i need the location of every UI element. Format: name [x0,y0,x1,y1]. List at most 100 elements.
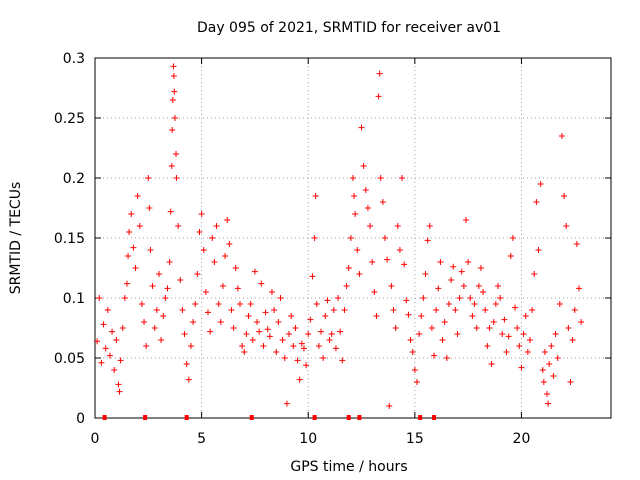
data-point [113,337,120,343]
data-point [171,115,178,121]
data-point [123,280,130,287]
data-point [187,343,194,349]
data-point [497,295,504,301]
data-point [303,362,310,369]
data-point [286,331,293,337]
data-point [567,379,574,385]
data-point [275,319,282,325]
data-point [134,193,141,199]
data-point [375,93,382,100]
data-point [516,343,523,349]
data-point [170,73,177,79]
zero-marker [312,415,317,420]
data-point [106,352,113,359]
data-point [171,88,178,95]
data-point [243,331,250,337]
data-point [169,97,176,103]
data-point [350,175,356,181]
data-point [100,321,107,328]
data-point [300,345,307,352]
x-tick-label: 5 [197,431,206,447]
data-point [322,313,329,319]
x-axis-ticks: 0 5 10 15 20 [91,58,531,447]
data-point [401,261,408,268]
data-point [234,285,241,292]
data-point [503,349,510,355]
data-point [379,199,386,205]
data-point [576,285,583,292]
x-tick-label: 20 [513,431,531,447]
data-point [381,235,388,241]
data-point [552,331,559,337]
data-point [467,295,474,301]
data-point [96,295,103,301]
x-axis-label: GPS time / hours [290,459,407,475]
data-point [545,400,552,407]
data-point [369,259,376,265]
data-point [390,307,397,313]
data-point [183,361,190,367]
data-point [473,325,480,331]
data-point [213,223,220,229]
data-point [571,307,578,313]
data-point [475,283,482,289]
data-point [277,295,284,301]
data-point [185,376,192,383]
data-point [482,307,489,313]
data-point [239,343,246,349]
data-point [162,295,169,301]
data-point [141,319,148,325]
data-point [360,163,367,169]
data-point [173,151,180,157]
data-point [298,340,305,347]
data-point [386,403,393,409]
data-point [458,268,465,275]
data-point [128,211,135,217]
data-point [435,285,442,292]
data-point [439,337,446,343]
data-point [249,337,256,343]
data-point [202,289,209,295]
data-point [312,193,319,199]
data-point [169,127,176,133]
data-point [307,316,314,323]
x-tick-label: 0 [91,431,100,447]
zero-marker [418,415,423,420]
data-point [550,373,557,379]
data-point [347,235,354,241]
x-tick-label: 10 [299,431,317,447]
data-point [426,223,433,229]
data-point [573,241,580,247]
zero-value-markers [102,415,437,420]
data-point [480,289,487,295]
data-point [330,307,337,313]
data-point [288,313,295,319]
data-point [200,247,207,253]
data-point [196,229,203,235]
data-point [535,247,542,253]
data-point [215,301,222,307]
zero-marker [102,415,107,420]
data-point [209,235,216,241]
data-point [219,283,226,289]
data-point [175,223,182,229]
data-point [492,301,499,307]
data-point [155,271,162,277]
y-axis-label: SRMTID / TECUs [8,182,24,295]
data-points [94,63,585,409]
data-point [558,133,565,139]
data-point [450,263,457,270]
data-point [143,343,150,349]
data-point [258,280,265,287]
data-point [205,309,212,316]
data-point [167,208,174,215]
data-point [224,217,231,223]
data-point [341,307,348,313]
data-point [166,259,173,265]
data-point [384,256,391,263]
data-point [448,277,455,283]
y-tick-label: 0.15 [54,231,85,247]
data-point [207,328,214,335]
data-point [147,247,154,253]
data-point [505,333,512,340]
